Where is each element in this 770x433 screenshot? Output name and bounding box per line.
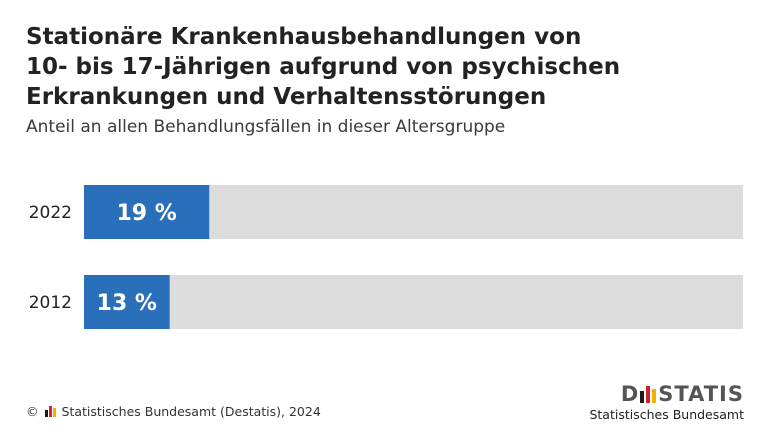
wordmark-end: STATIS — [658, 382, 744, 406]
wordmark-start: D — [620, 382, 640, 406]
mini-logo-bar-red — [48, 406, 52, 417]
destatis-bars-icon — [640, 385, 657, 403]
category-label-2022: 2022 — [29, 203, 72, 223]
bar-track-2012 — [84, 275, 743, 329]
bar-2012 — [84, 275, 170, 329]
mini-logo-bar-black — [44, 410, 48, 417]
chart-title: Stationäre Krankenhausbehandlungen von 1… — [26, 24, 621, 110]
logo-bar-red — [646, 385, 651, 403]
destatis-logo: D STATIS Statistisches Bundesamt — [589, 383, 744, 422]
source-text: Statistisches Bundesamt (Destatis), 2024 — [61, 404, 321, 419]
category-label-2012: 2012 — [29, 293, 72, 313]
bar-chart: 2022 19 % 2012 13 % — [29, 185, 743, 329]
destatis-mini-logo-icon — [44, 406, 56, 417]
data-label-2012: 13 % — [97, 291, 157, 316]
copyright-symbol: © — [26, 404, 39, 419]
data-label-2022: 19 % — [116, 201, 176, 226]
destatis-subline: Statistisches Bundesamt — [589, 407, 744, 422]
mini-logo-bar-gold — [52, 408, 56, 417]
bar-2022 — [84, 185, 210, 239]
logo-bar-gold — [652, 388, 657, 403]
source-footer: © Statistisches Bundesamt (Destatis), 20… — [26, 404, 321, 419]
destatis-wordmark: D STATIS — [589, 383, 744, 405]
chart-subtitle: Anteil an allen Behandlungsfällen in die… — [26, 117, 506, 137]
logo-bar-black — [640, 390, 645, 403]
bars-layer: 2022 19 % 2012 13 % — [29, 185, 743, 329]
